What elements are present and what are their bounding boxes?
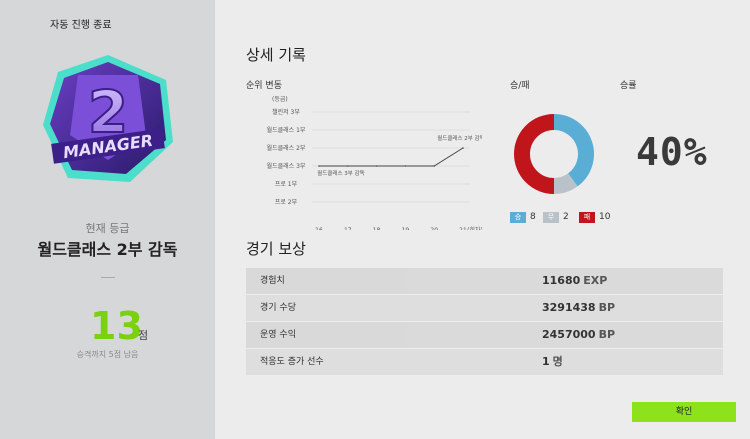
- x-tick-label: 17: [344, 227, 352, 230]
- rank-series-line: [319, 147, 464, 167]
- left-panel: 자동 진행 종료 2 MANAGER 현재 등급 월드클래스 2부 감독 13 …: [0, 0, 215, 439]
- x-axis-label: (회차): [467, 226, 482, 230]
- rank-point: [433, 165, 435, 167]
- rank-point: [375, 165, 378, 167]
- confirm-button[interactable]: 확인: [632, 402, 736, 422]
- y-tick-label: 월드클래스 2부: [267, 144, 306, 152]
- rank-point: [404, 165, 407, 167]
- y-tick-label: 월드클래스 3부: [267, 162, 306, 170]
- reward-value: 1: [542, 355, 550, 368]
- score-value: 13: [90, 304, 143, 348]
- rank-point: [347, 165, 349, 167]
- x-tick-label: 19: [402, 227, 410, 230]
- legend-win: 승 8: [510, 211, 536, 223]
- current-grade-caption: 현재 등급: [85, 222, 130, 235]
- x-tick-label: 21: [459, 227, 467, 230]
- detail-record-title: 상세 기록: [246, 46, 306, 64]
- donut-slice-win: [553, 114, 594, 187]
- promotion-note: 승격까지 5점 남음: [76, 350, 139, 359]
- x-tick-label: 18: [373, 227, 381, 230]
- legend-draw-count: 2: [563, 212, 569, 222]
- rank-point: [462, 147, 464, 149]
- annotation-label: 월드클래스 3부 감독: [317, 169, 364, 177]
- legend-loss: 패 10: [579, 211, 610, 223]
- x-tick-label: 20: [430, 227, 438, 230]
- win-rate-label: 승률: [620, 81, 637, 91]
- reward-row: 경험치 11680 EXP: [246, 268, 723, 294]
- rank-change-label: 순위 변동: [246, 81, 282, 91]
- manager-badge-icon: 2 MANAGER: [43, 55, 173, 182]
- win-loss-label: 승/패: [510, 81, 530, 91]
- y-tick-label: 프로 1부: [275, 181, 298, 188]
- divider: [101, 277, 115, 278]
- reward-label: 경험치: [246, 268, 407, 294]
- annotation-label: 월드클래스 2부 감독: [437, 134, 482, 142]
- reward-unit: BP: [598, 328, 616, 341]
- reward-unit: BP: [598, 301, 616, 314]
- reward-value: 3291438: [542, 301, 596, 314]
- reward-value-cell: 2457000 BP: [407, 322, 723, 348]
- donut-slice-loss: [514, 114, 555, 194]
- reward-value-cell: 11680 EXP: [407, 268, 723, 294]
- reward-table: 경험치 11680 EXP 경기 수당 3291438 BP 운영 수익 24570…: [246, 268, 723, 376]
- y-tick-label: 월드클래스 1부: [267, 126, 306, 134]
- x-tick-label: 16: [315, 227, 323, 230]
- reward-row: 경기 수당 3291438 BP: [246, 295, 723, 321]
- rank-point: [318, 165, 320, 167]
- legend-draw: 무 2: [543, 211, 569, 223]
- donut-slice-draw: [553, 173, 578, 194]
- reward-unit: 명: [552, 355, 563, 368]
- current-grade-name: 월드클래스 2부 감독: [37, 240, 178, 259]
- badge-number: 2: [88, 78, 128, 146]
- y-tick-label: 챌린저 3부: [272, 108, 300, 116]
- legend-win-count: 8: [530, 212, 536, 222]
- reward-label: 경기 수당: [246, 295, 407, 321]
- score-unit: 점: [138, 329, 149, 342]
- reward-value-cell: 3291438 BP: [407, 295, 723, 321]
- reward-value: 11680: [542, 274, 581, 287]
- legend-draw-box: 무: [543, 211, 559, 223]
- reward-value: 2457000: [542, 328, 596, 341]
- legend-win-box: 승: [510, 211, 526, 223]
- legend-loss-count: 10: [599, 212, 611, 222]
- auto-progress-end-button[interactable]: 자동 진행 종료: [50, 20, 112, 31]
- reward-unit: EXP: [583, 274, 608, 287]
- reward-label: 운영 수익: [246, 322, 407, 348]
- legend-loss-box: 패: [579, 211, 595, 223]
- reward-label: 적응도 증가 선수: [246, 349, 407, 375]
- y-axis-label: (등급): [272, 96, 288, 103]
- reward-row: 운영 수익 2457000 BP: [246, 322, 723, 348]
- win-rate-value: 40%: [636, 130, 708, 174]
- match-reward-title: 경기 보상: [246, 240, 306, 258]
- y-tick-label: 프로 2부: [275, 199, 298, 206]
- win-loss-donut-chart: [514, 114, 594, 194]
